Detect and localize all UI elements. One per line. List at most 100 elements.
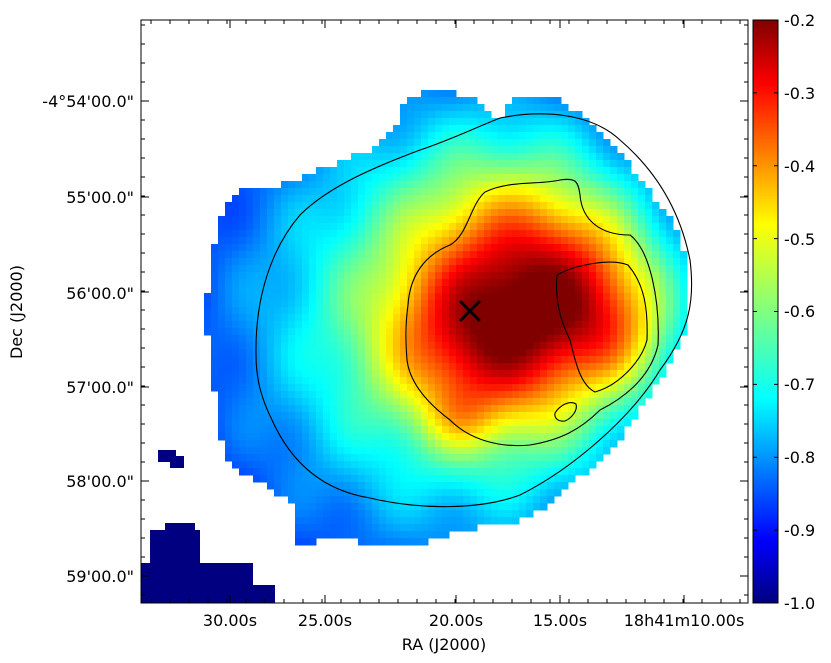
heatmap-pixel (456, 251, 464, 259)
heatmap-pixel (610, 328, 618, 336)
heatmap-pixel (295, 356, 303, 364)
heatmap-pixel (295, 377, 303, 385)
heatmap-pixel (540, 160, 548, 168)
heatmap-pixel (498, 356, 506, 364)
heatmap-pixel (351, 153, 359, 161)
heatmap-pixel (561, 286, 569, 294)
heatmap-pixel (659, 349, 667, 357)
heatmap-pixel (540, 188, 548, 196)
heatmap-pixel (540, 314, 548, 322)
heatmap-pixel (673, 237, 681, 245)
heatmap-pixel (323, 286, 331, 294)
heatmap-pixel (386, 510, 394, 518)
heatmap-pixel (358, 356, 366, 364)
heatmap-pixel (456, 342, 464, 350)
heatmap-pixel (617, 202, 625, 210)
heatmap-pixel (568, 307, 576, 315)
heatmap-pixel (414, 363, 422, 371)
heatmap-pixel (358, 510, 366, 518)
heatmap-pixel (379, 391, 387, 399)
heatmap-pixel (540, 377, 548, 385)
heatmap-pixel (673, 258, 681, 266)
heatmap-pixel (365, 244, 373, 252)
heatmap-pixel (498, 181, 506, 189)
heatmap-pixel (323, 419, 331, 427)
heatmap-pixel (638, 209, 646, 217)
heatmap-pixel (288, 195, 296, 203)
heatmap-pixel (260, 440, 268, 448)
heatmap-pixel (673, 335, 681, 343)
heatmap-pixel (260, 265, 268, 273)
heatmap-pixel (253, 335, 261, 343)
heatmap-pixel (400, 181, 408, 189)
heatmap-pixel (239, 293, 247, 301)
heatmap-pixel (568, 363, 576, 371)
heatmap-pixel (610, 167, 618, 175)
heatmap-pixel (680, 279, 688, 287)
heatmap-pixel (603, 307, 611, 315)
heatmap-pixel (512, 482, 520, 490)
heatmap-pixel (211, 293, 219, 301)
heatmap-pixel (253, 398, 261, 406)
heatmap-pixel (505, 223, 513, 231)
heatmap-pixel (463, 426, 471, 434)
heatmap-pixel (295, 426, 303, 434)
y-tick-label: 59'00.0" (66, 567, 134, 586)
heatmap-pixel (428, 524, 436, 532)
heatmap-pixel (337, 440, 345, 448)
heatmap-pixel (288, 349, 296, 357)
heatmap-pixel (547, 139, 555, 147)
heatmap-pixel (519, 363, 527, 371)
heatmap-pixel (246, 314, 254, 322)
heatmap-pixel (386, 524, 394, 532)
heatmap-pixel (659, 328, 667, 336)
heatmap-pixel (372, 174, 380, 182)
heatmap-pixel (302, 475, 310, 483)
heatmap-pixel (330, 223, 338, 231)
heatmap-pixel (617, 405, 625, 413)
heatmap-pixel (554, 174, 562, 182)
heatmap-pixel (477, 237, 485, 245)
heatmap-pixel (449, 258, 457, 266)
heatmap-pixel (400, 118, 408, 126)
heatmap-pixel (575, 181, 583, 189)
heatmap-pixel (351, 489, 359, 497)
heatmap-pixel (505, 384, 513, 392)
heatmap-pixel (372, 160, 380, 168)
heatmap-pixel (309, 391, 317, 399)
heatmap-pixel (295, 447, 303, 455)
heatmap-pixel (281, 377, 289, 385)
heatmap-pixel (568, 440, 576, 448)
heatmap-pixel (659, 223, 667, 231)
heatmap-pixel (239, 433, 247, 441)
heatmap-pixel (351, 363, 359, 371)
heatmap-pixel (337, 321, 345, 329)
heatmap-pixel (631, 209, 639, 217)
heatmap-pixel (414, 377, 422, 385)
heatmap-pixel (365, 223, 373, 231)
heatmap-pixel (561, 265, 569, 273)
heatmap-pixel (393, 321, 401, 329)
heatmap-pixel (330, 391, 338, 399)
heatmap-pixel (470, 461, 478, 469)
heatmap-pixel (379, 293, 387, 301)
heatmap-pixel (617, 174, 625, 182)
heatmap-pixel (337, 482, 345, 490)
heatmap-pixel (330, 433, 338, 441)
heatmap-pixel (393, 223, 401, 231)
heatmap-pixel (260, 454, 268, 462)
heatmap-pixel (631, 321, 639, 329)
x-tick-label: 20.00s (429, 611, 483, 630)
heatmap-pixel (379, 538, 387, 546)
heatmap-pixel (288, 181, 296, 189)
heatmap-pixel (666, 293, 674, 301)
heatmap-pixel (351, 202, 359, 210)
heatmap-pixel (358, 447, 366, 455)
heatmap-pixel (232, 433, 240, 441)
heatmap-pixel (463, 216, 471, 224)
heatmap-pixel (428, 244, 436, 252)
heatmap-pixel (316, 391, 324, 399)
heatmap-pixel (225, 258, 233, 266)
heatmap-pixel (365, 293, 373, 301)
